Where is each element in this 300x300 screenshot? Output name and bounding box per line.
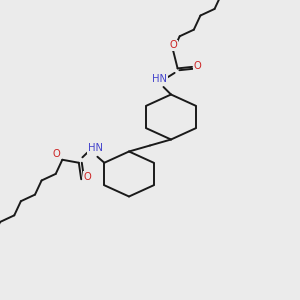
Text: O: O bbox=[52, 149, 60, 159]
Text: HN: HN bbox=[88, 143, 103, 153]
Text: O: O bbox=[194, 61, 201, 71]
Text: HN: HN bbox=[152, 74, 167, 84]
Text: O: O bbox=[83, 172, 91, 182]
Text: O: O bbox=[170, 40, 178, 50]
